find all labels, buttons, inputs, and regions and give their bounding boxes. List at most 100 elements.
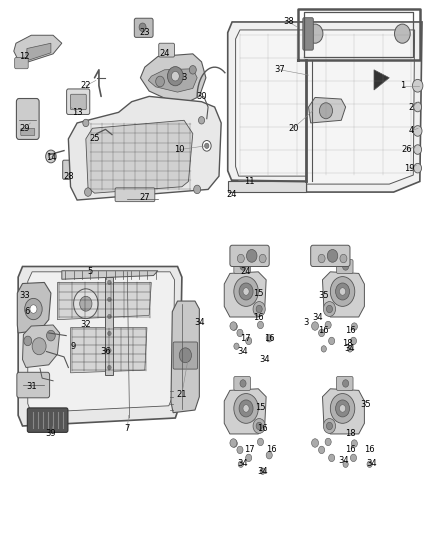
Polygon shape xyxy=(141,54,206,102)
Circle shape xyxy=(326,305,332,313)
Circle shape xyxy=(266,451,272,459)
Polygon shape xyxy=(22,325,60,368)
Circle shape xyxy=(318,446,325,454)
Circle shape xyxy=(24,336,32,346)
Circle shape xyxy=(260,468,265,474)
Circle shape xyxy=(32,338,46,355)
Text: 20: 20 xyxy=(288,124,298,133)
Text: 24: 24 xyxy=(227,190,237,199)
Polygon shape xyxy=(71,328,147,373)
FancyBboxPatch shape xyxy=(173,342,198,369)
Text: 39: 39 xyxy=(46,430,56,439)
Circle shape xyxy=(343,263,349,270)
Circle shape xyxy=(30,305,37,313)
Text: 7: 7 xyxy=(125,424,130,433)
Circle shape xyxy=(318,329,325,337)
Circle shape xyxy=(167,67,183,86)
Circle shape xyxy=(108,349,111,353)
Circle shape xyxy=(108,332,111,336)
Text: 16: 16 xyxy=(345,326,355,335)
FancyBboxPatch shape xyxy=(67,89,90,115)
Circle shape xyxy=(258,321,264,329)
Circle shape xyxy=(231,323,237,330)
FancyBboxPatch shape xyxy=(303,18,313,50)
FancyBboxPatch shape xyxy=(228,181,306,192)
Text: 9: 9 xyxy=(70,342,75,351)
Circle shape xyxy=(240,379,246,387)
Polygon shape xyxy=(322,272,364,317)
FancyBboxPatch shape xyxy=(16,99,39,140)
Polygon shape xyxy=(28,272,174,413)
Text: 31: 31 xyxy=(26,382,36,391)
Circle shape xyxy=(319,103,332,119)
Text: 34: 34 xyxy=(194,318,205,327)
Text: 24: 24 xyxy=(159,50,170,58)
Circle shape xyxy=(246,337,252,345)
Circle shape xyxy=(336,283,350,300)
Text: 23: 23 xyxy=(139,28,150,37)
Text: 36: 36 xyxy=(100,347,111,356)
Circle shape xyxy=(339,405,346,412)
Text: 28: 28 xyxy=(63,172,74,181)
Text: 17: 17 xyxy=(244,446,255,455)
Text: 30: 30 xyxy=(196,92,207,101)
Circle shape xyxy=(325,438,331,446)
Circle shape xyxy=(325,321,331,329)
Circle shape xyxy=(350,337,357,345)
Circle shape xyxy=(318,254,325,263)
Polygon shape xyxy=(14,35,62,64)
Circle shape xyxy=(347,346,353,352)
Text: 21: 21 xyxy=(177,390,187,399)
Polygon shape xyxy=(322,389,364,434)
Text: 27: 27 xyxy=(139,193,150,202)
Text: 1: 1 xyxy=(400,81,405,90)
Circle shape xyxy=(328,337,335,345)
Text: 6: 6 xyxy=(24,307,30,316)
Text: 17: 17 xyxy=(240,334,251,343)
Text: 2: 2 xyxy=(409,102,414,111)
Circle shape xyxy=(323,302,336,317)
Text: 19: 19 xyxy=(404,164,414,173)
FancyBboxPatch shape xyxy=(230,245,269,266)
Circle shape xyxy=(243,405,249,412)
Circle shape xyxy=(237,446,243,454)
Text: 16: 16 xyxy=(258,424,268,433)
Text: 33: 33 xyxy=(19,291,30,300)
Text: 14: 14 xyxy=(46,153,56,162)
Polygon shape xyxy=(224,389,266,434)
Text: 3: 3 xyxy=(181,73,187,82)
Text: 18: 18 xyxy=(345,430,355,439)
Circle shape xyxy=(311,322,318,330)
Circle shape xyxy=(414,102,422,112)
FancyBboxPatch shape xyxy=(134,18,153,37)
Circle shape xyxy=(108,366,111,369)
Text: 29: 29 xyxy=(19,124,30,133)
Circle shape xyxy=(307,24,323,43)
Circle shape xyxy=(256,305,262,313)
Circle shape xyxy=(238,461,244,467)
Circle shape xyxy=(328,454,335,462)
FancyBboxPatch shape xyxy=(106,277,113,375)
Text: 35: 35 xyxy=(318,291,329,300)
Text: 34: 34 xyxy=(238,459,248,467)
Circle shape xyxy=(49,154,53,159)
Circle shape xyxy=(202,141,211,151)
Circle shape xyxy=(339,288,346,295)
Circle shape xyxy=(336,400,350,417)
Text: 34: 34 xyxy=(345,344,355,353)
FancyBboxPatch shape xyxy=(336,260,353,273)
Text: 34: 34 xyxy=(367,459,377,467)
FancyBboxPatch shape xyxy=(14,58,28,69)
Circle shape xyxy=(330,393,355,423)
Circle shape xyxy=(258,438,264,446)
Circle shape xyxy=(351,440,357,447)
Circle shape xyxy=(240,263,246,270)
Circle shape xyxy=(155,76,164,87)
Circle shape xyxy=(330,277,355,306)
Text: 34: 34 xyxy=(238,347,248,356)
Polygon shape xyxy=(27,43,51,61)
Text: 16: 16 xyxy=(266,446,277,455)
Circle shape xyxy=(231,440,237,447)
Circle shape xyxy=(340,254,347,263)
Circle shape xyxy=(94,130,101,139)
